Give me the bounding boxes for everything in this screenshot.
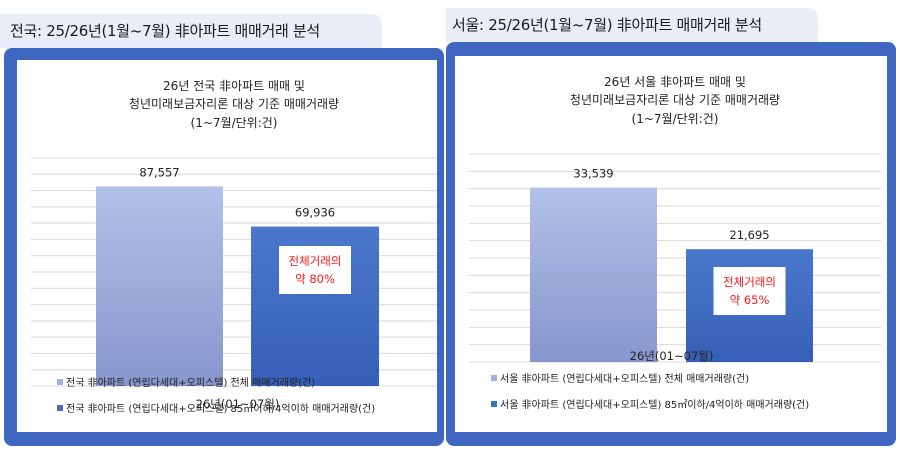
national-callout-box — [279, 246, 351, 294]
seoul-category-label: 26년(01~07월) — [630, 349, 714, 363]
national-tab-title: 전국: 25/26년(1월~7월) 非아파트 매매거래 분석 — [0, 14, 382, 48]
seoul-bar-eligible-label: 21,695 — [729, 228, 769, 242]
national-bar-total-label: 87,557 — [139, 165, 179, 179]
national-legend-swatch-2 — [57, 405, 63, 411]
seoul-legend-swatch-1 — [491, 375, 497, 381]
seoul-panel: 서울: 25/26년(1월~7월) 非아파트 매매거래 분석 26년 서울 非아… — [446, 0, 900, 450]
seoul-tab-title: 서울: 25/26년(1월~7월) 非아파트 매매거래 분석 — [446, 8, 818, 42]
national-category-label: 26년(01~07월) — [196, 397, 280, 411]
seoul-callout-line-2: 약 65% — [730, 293, 770, 307]
national-legend-label-2: 전국 非아파트 (연립다세대+오피스텔) 85㎡이하/4억이하 매매거래량(건) — [66, 402, 375, 415]
national-chart-title-line-1: 26년 전국 非아파트 매매 및 — [163, 79, 305, 93]
national-bar-eligible-label: 69,936 — [295, 206, 335, 220]
national-bar-total — [96, 186, 223, 386]
national-legend-swatch-1 — [57, 379, 63, 385]
seoul-bar-total — [530, 187, 657, 362]
seoul-legend-swatch-2 — [491, 401, 497, 407]
seoul-chart-title-line-1: 26년 서울 非아파트 매매 및 — [604, 75, 746, 89]
seoul-chart-title-line-2: 청년미래보금자리론 대상 기준 매매거래량 — [570, 93, 780, 107]
seoul-callout-box — [713, 267, 786, 315]
national-callout-line-1: 전체거래의 — [289, 254, 342, 268]
seoul-legend-label-1: 서울 非아파트 (연립다세대+오피스텔) 전체 매매거래량(건) — [500, 372, 749, 385]
seoul-bar-total-label: 33,539 — [573, 167, 613, 181]
national-chart-title-line-2: 청년미래보금자리론 대상 기준 매매거래량 — [129, 97, 339, 111]
seoul-chart-title-line-3: (1~7월/단위:건) — [632, 112, 719, 126]
national-callout-line-2: 약 80% — [295, 272, 335, 286]
national-legend-label-1: 전국 非아파트 (연립다세대+오피스텔) 전체 매매거래량(건) — [66, 376, 315, 389]
seoul-legend-label-2: 서울 非아파트 (연립다세대+오피스텔) 85㎡이하/4억이하 매매거래량(건) — [500, 398, 809, 411]
national-panel: 전국: 25/26년(1월~7월) 非아파트 매매거래 분석 26년 전국 非아… — [0, 0, 444, 450]
national-chart-title-line-3: (1~7월/단위:건) — [191, 116, 278, 130]
seoul-callout-line-1: 전체거래의 — [723, 275, 776, 289]
